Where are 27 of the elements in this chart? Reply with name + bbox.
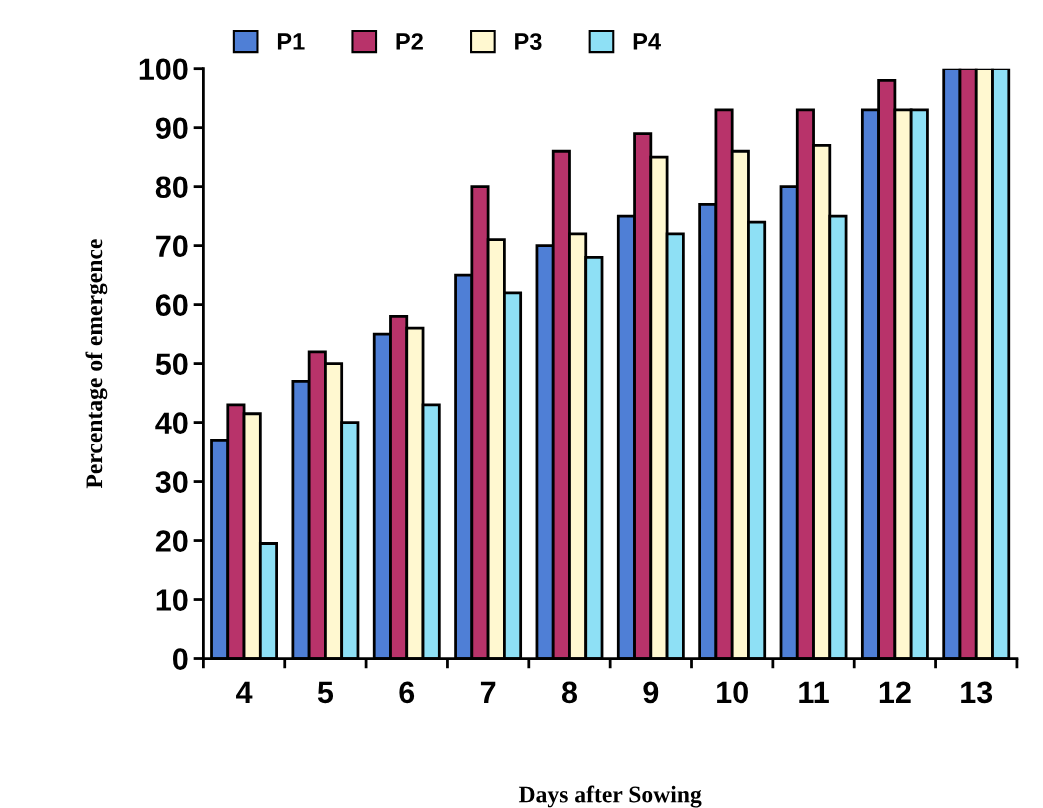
x-tick-label: 4: [236, 681, 253, 703]
y-tick-label: 40: [155, 412, 188, 434]
legend-label: P1: [277, 33, 305, 50]
x-tick-label: 13: [961, 681, 993, 704]
y-tick-label: 30: [155, 471, 188, 493]
y-tick-label: 0: [173, 648, 188, 670]
x-tick-label: 6: [399, 681, 415, 704]
legend-label: P4: [633, 33, 661, 50]
legend-label: P3: [515, 33, 542, 50]
y-tick-label: 20: [155, 530, 188, 552]
x-axis-title: Days after Sowing: [518, 785, 702, 808]
x-tick-label: 8: [561, 681, 578, 704]
legend-label: P2: [396, 33, 423, 50]
x-tick-label: 5: [317, 681, 334, 704]
y-tick-label: 10: [156, 589, 188, 611]
y-tick-label: 90: [155, 117, 188, 140]
y-tick-label: 60: [155, 294, 188, 316]
y-tick-label: 50: [155, 353, 188, 375]
y-tick-label: 100: [139, 58, 188, 81]
x-tick-label: 7: [480, 681, 496, 703]
y-axis-title: Percentage of emergence: [85, 239, 108, 489]
x-tick-label: 10: [717, 681, 748, 704]
y-tick-label: 70: [156, 235, 188, 257]
x-tick-label: 11: [799, 681, 829, 703]
y-tick-label: 80: [155, 176, 188, 199]
x-tick-label: 9: [643, 681, 659, 704]
x-tick-label: 12: [879, 681, 911, 703]
